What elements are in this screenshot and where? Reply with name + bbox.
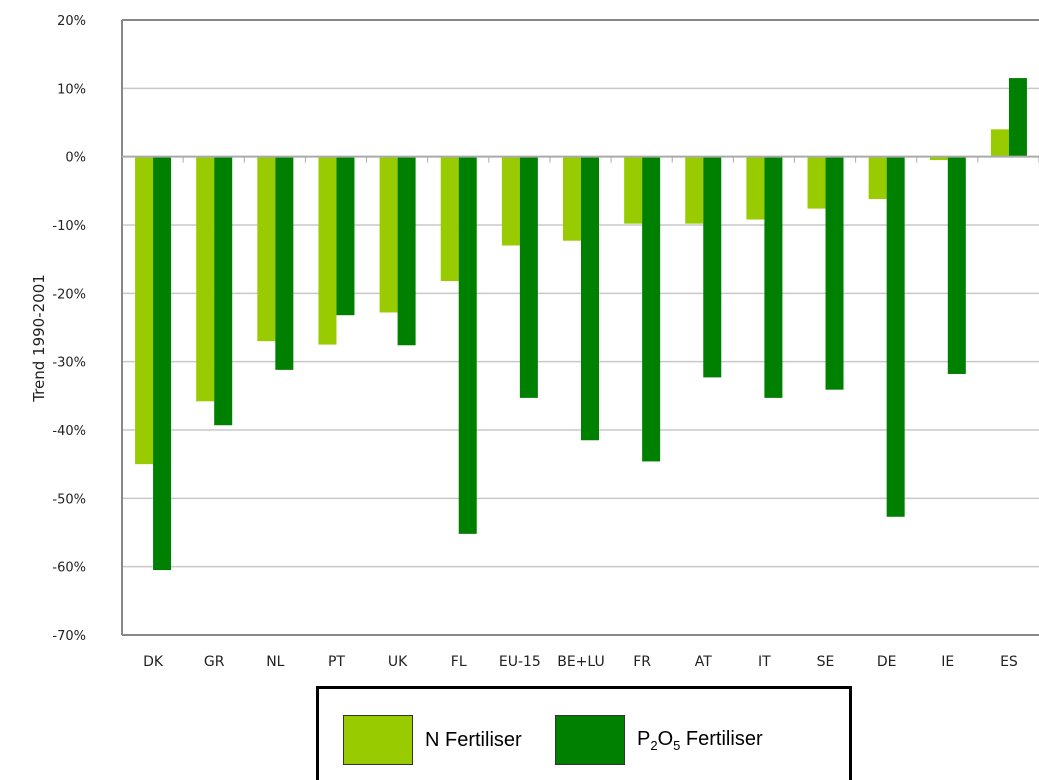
x-tick-label: IT [758, 654, 771, 670]
x-tick-label: EU-15 [499, 654, 541, 670]
x-tick-label: IE [941, 654, 954, 670]
x-tick-label: ES [1000, 654, 1018, 670]
bar-n-NL [257, 156, 276, 342]
bar-p2o5-ES [1008, 78, 1027, 157]
bar-n-FL [440, 156, 459, 282]
bar-p2o5-AT [703, 156, 722, 378]
bar-n-AT [685, 156, 704, 224]
bar-n-SE [807, 156, 826, 209]
x-tick-label: NL [266, 654, 284, 670]
y-tick-label: -60% [52, 561, 86, 576]
bar-n-FR [624, 156, 643, 224]
y-tick-label: 10% [57, 82, 86, 97]
bar-chart: 20% 10% 0% -10% -20% -30% -40% -50% -60% -70% DK G… [30, 14, 1039, 670]
y-tick-label: 0% [65, 151, 86, 166]
bar-n-BE+LU [563, 156, 581, 241]
axes [121, 19, 1039, 636]
bar-n-IE [929, 156, 948, 161]
bar-p2o5-SE [825, 156, 844, 390]
legend-label-p2o5: P2O5 Fertiliser [637, 727, 763, 753]
x-tick-label: SE [817, 654, 835, 670]
legend: N Fertiliser P2O5 Fertiliser [316, 686, 852, 780]
bar-n-DK [135, 156, 154, 465]
bar-p2o5-UK [397, 156, 416, 346]
bar-p2o5-NL [275, 156, 294, 370]
bar-p2o5-PT [336, 156, 355, 316]
bar-p2o5-BE+LU [581, 156, 599, 441]
legend-label-n: N Fertiliser [425, 728, 522, 751]
x-category-labels: DK GR NL PT UK FL EU-15 BE+LU FR AT IT SE DE IE ES [143, 654, 1018, 670]
y-tick-label: -10% [52, 219, 86, 234]
bar-p2o5-FL [458, 156, 477, 534]
bar-n-PT [318, 156, 337, 345]
bar-p2o5-GR [214, 156, 233, 426]
bar-p2o5-IT [764, 156, 783, 398]
x-tick-label: FL [451, 654, 467, 670]
x-tick-label: FR [633, 654, 651, 670]
y-tick-label: -20% [52, 287, 86, 302]
bar-p2o5-DE [886, 156, 905, 517]
bar-n-EU-15 [501, 156, 520, 246]
x-tick-label: BE+LU [557, 654, 605, 670]
bar-n-ES [990, 129, 1009, 157]
y-tick-label: -40% [52, 424, 86, 439]
bar-n-UK [379, 156, 398, 313]
legend-item-n: N Fertiliser [343, 715, 522, 765]
bars [135, 78, 1027, 571]
y-tick-label: -50% [52, 492, 86, 507]
x-tick-label: PT [328, 654, 345, 670]
bar-p2o5-IE [947, 156, 966, 374]
y-axis-label: Trend 1990-2001 [30, 274, 48, 403]
y-tick-labels: 20% 10% 0% -10% -20% -30% -40% -50% -60% -70% [52, 14, 86, 644]
y-tick-label: 20% [57, 14, 86, 29]
y-tick-label: -70% [52, 629, 86, 644]
bar-p2o5-DK [153, 156, 172, 571]
x-tick-label: UK [388, 654, 408, 670]
x-tick-label: AT [695, 654, 712, 670]
x-tick-label: GR [204, 654, 225, 670]
bar-n-DE [868, 156, 887, 200]
bar-n-GR [196, 156, 215, 402]
bar-p2o5-EU-15 [519, 156, 538, 398]
legend-item-p2o5: P2O5 Fertiliser [555, 715, 763, 765]
bar-n-IT [746, 156, 765, 220]
x-tick-label: DE [877, 654, 897, 670]
y-tick-label: -30% [52, 356, 86, 371]
legend-swatch-p2o5 [555, 715, 625, 765]
x-tick-label: DK [143, 654, 164, 670]
bar-p2o5-FR [642, 156, 661, 462]
legend-swatch-n [343, 715, 413, 765]
